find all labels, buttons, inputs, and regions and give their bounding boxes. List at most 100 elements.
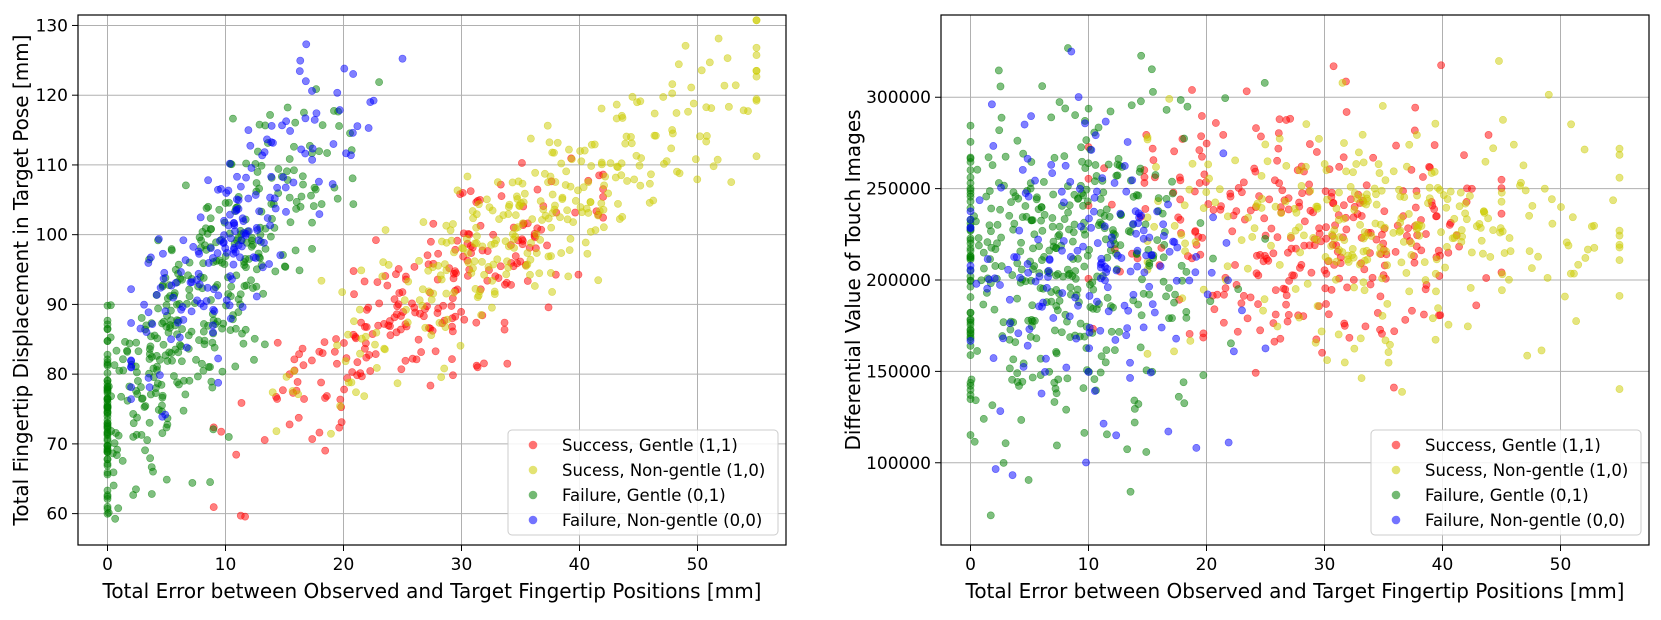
left-point-series-1 [672,109,681,117]
left-point-series-1 [667,144,676,153]
left-point-series-0 [511,252,520,261]
right-point-series-1 [1358,130,1367,139]
left-point-series-2 [171,345,180,354]
right-point-series-1 [1350,283,1358,292]
left-point-series-1 [591,226,600,235]
right-point-series-1 [1475,220,1484,228]
left-point-series-1 [360,392,369,401]
left-point-series-2 [103,416,112,424]
left-point-series-3 [340,64,349,73]
right-point-series-0 [1210,305,1219,314]
left-point-series-1 [535,269,544,278]
left-point-series-1 [673,167,681,176]
right-point-series-1 [1462,215,1471,224]
right-point-series-3 [1091,131,1100,140]
right-point-series-1 [1271,202,1280,211]
right-point-series-3 [966,207,975,216]
right-point-series-2 [1139,289,1148,298]
left-point-series-2 [109,481,118,490]
left-point-series-1 [650,109,659,118]
left-point-series-2 [199,327,208,336]
left-point-series-2 [242,263,250,272]
right-point-series-1 [1615,243,1624,252]
left-point-series-0 [460,315,469,324]
right-point-series-1 [1581,254,1590,262]
right-point-series-2 [967,375,976,384]
right-point-series-0 [1307,268,1316,277]
right-point-series-3 [1071,293,1080,302]
right-point-series-3 [1165,247,1174,256]
left-point-series-2 [103,448,112,457]
right-point-series-3 [1170,238,1179,247]
right-point-series-1 [1324,256,1333,265]
right-point-series-2 [1030,230,1039,239]
right-point-series-1 [1540,184,1549,193]
right-point-series-0 [1290,271,1298,280]
left-point-series-2 [242,159,251,168]
right-point-series-2 [1090,375,1099,384]
right-point-series-0 [1378,230,1386,239]
left-point-series-0 [362,323,371,331]
right-point-series-2 [1183,102,1192,111]
right-point-series-3 [1126,374,1134,382]
left-point-series-2 [138,394,147,403]
right-point-series-0 [1342,108,1351,116]
left-point-series-3 [269,138,277,147]
left-point-series-3 [179,315,188,324]
right-point-series-1 [1313,302,1322,310]
left-point-series-3 [220,231,228,240]
right-point-series-2 [1084,104,1093,113]
left-point-series-0 [373,278,382,286]
right-point-series-3 [1087,146,1096,154]
left-point-series-1 [580,146,589,155]
right-point-series-2 [1103,430,1111,439]
left-point-series-2 [132,338,141,347]
left-point-series-2 [317,200,326,208]
right-point-series-1 [1178,294,1187,303]
left-point-series-1 [515,202,524,211]
right-point-series-3 [1238,306,1246,315]
right-point-series-3 [1066,252,1075,261]
left-point-series-1 [418,285,427,294]
right-point-series-0 [1419,173,1427,181]
left-point-series-1 [752,43,761,52]
right-point-series-2 [966,166,975,174]
left-point-series-2 [103,509,112,518]
right-point-series-3 [1191,268,1200,277]
left-point-series-0 [533,185,542,194]
right-point-series-1 [1185,185,1194,194]
right-point-series-3 [1122,331,1131,340]
right-point-series-2 [1038,82,1047,91]
left-point-series-3 [265,260,273,268]
right-point-series-0 [1282,300,1290,309]
right-point-series-0 [1286,114,1295,123]
left-point-series-2 [145,418,154,427]
right-point-series-2 [1050,398,1059,406]
left-point-series-2 [297,192,306,201]
left-point-series-1 [471,284,480,293]
right-point-series-2 [1037,203,1046,212]
right-point-series-1 [1457,237,1466,246]
right-point-series-2 [1160,240,1169,249]
left-point-series-3 [229,218,238,227]
left-point-series-1 [378,272,387,281]
right-point-series-1 [1295,313,1304,322]
left-point-series-3 [175,333,184,342]
right-point-series-2 [1077,143,1085,152]
left-point-series-3 [225,159,234,168]
left-point-series-2 [295,266,304,275]
right-point-series-1 [1383,261,1392,270]
left-point-series-0 [332,335,340,343]
right-point-series-3 [1224,276,1232,285]
right-point-series-1 [1352,160,1361,168]
left-point-series-0 [349,267,358,275]
right-point-series-3 [1039,298,1047,307]
left-point-series-2 [375,78,383,87]
right-point-series-2 [1234,285,1243,294]
right-point-series-1 [1547,195,1556,204]
left-point-series-2 [103,403,112,412]
right-point-series-1 [1521,186,1530,195]
left-point-series-0 [340,339,348,347]
right-point-series-3 [1140,268,1149,277]
left-point-series-3 [231,227,239,236]
